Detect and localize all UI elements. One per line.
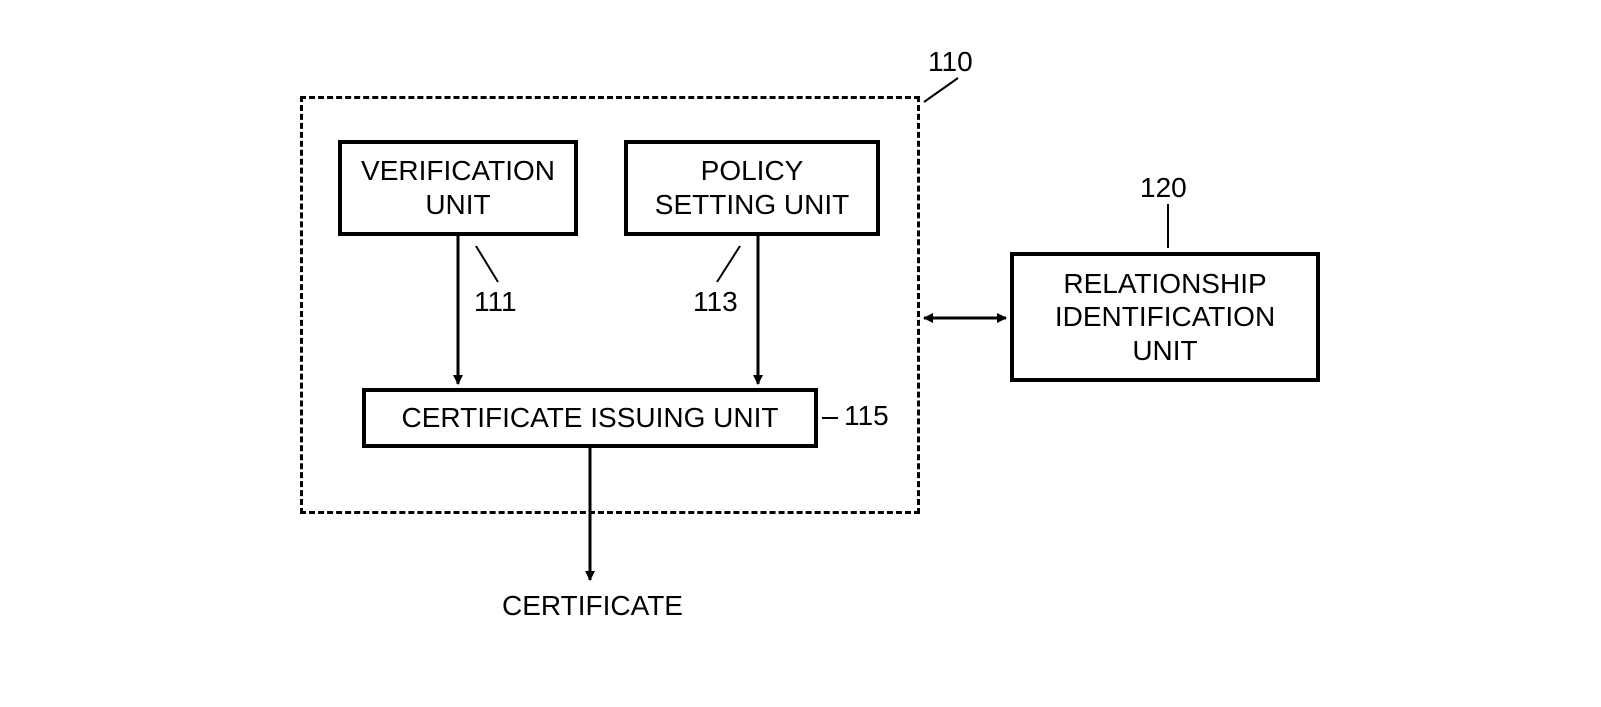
verification-unit-box: VERIFICATION UNIT bbox=[338, 140, 578, 236]
ref-label-113: 113 bbox=[693, 286, 738, 318]
ref-label-111: 111 bbox=[474, 286, 517, 318]
ref-leader-110 bbox=[924, 78, 958, 102]
certificate-issuing-unit-label: CERTIFICATE ISSUING UNIT bbox=[402, 401, 779, 435]
policy-setting-unit-box: POLICY SETTING UNIT bbox=[624, 140, 880, 236]
ref-label-120: 120 bbox=[1140, 172, 1187, 204]
verification-unit-label: VERIFICATION UNIT bbox=[361, 154, 555, 221]
relationship-identification-unit-box: RELATIONSHIP IDENTIFICATION UNIT bbox=[1010, 252, 1320, 382]
diagram-canvas: VERIFICATION UNIT POLICY SETTING UNIT CE… bbox=[0, 0, 1601, 707]
policy-setting-unit-label: POLICY SETTING UNIT bbox=[655, 154, 849, 221]
certificate-issuing-unit-box: CERTIFICATE ISSUING UNIT bbox=[362, 388, 818, 448]
output-label: CERTIFICATE bbox=[502, 590, 683, 622]
ref-label-110: 110 bbox=[928, 46, 973, 78]
ref-label-115: 115 bbox=[844, 400, 889, 432]
relationship-identification-unit-label: RELATIONSHIP IDENTIFICATION UNIT bbox=[1055, 267, 1275, 368]
